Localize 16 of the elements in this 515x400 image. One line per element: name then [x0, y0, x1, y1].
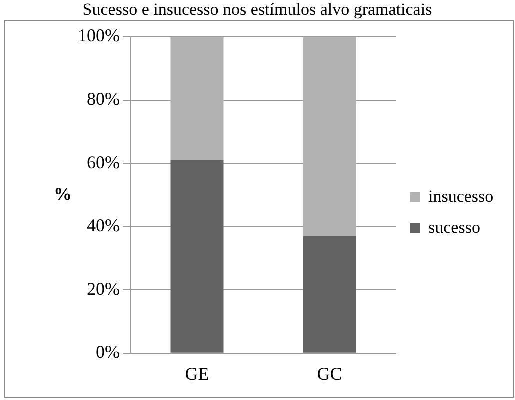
y-axis-title: %	[54, 184, 72, 204]
y-tick-label: 100%	[78, 26, 120, 46]
x-tick-label: GE	[185, 364, 210, 384]
bar	[303, 236, 356, 353]
bar	[303, 37, 356, 236]
y-tick-label: 60%	[86, 152, 120, 172]
bar	[170, 37, 224, 160]
legend-label: insucesso	[428, 186, 494, 206]
y-tick-label: 0%	[96, 342, 120, 362]
chart-title: Sucesso e insucesso nos estímulos alvo gramaticais	[82, 0, 434, 20]
y-tick-label: 20%	[86, 278, 120, 299]
y-tick-label: 40%	[86, 216, 120, 236]
legend-label: sucesso	[428, 218, 480, 237]
x-tick-label: GC	[317, 364, 342, 384]
y-tick-label: 80%	[86, 89, 120, 110]
bar	[170, 160, 224, 353]
